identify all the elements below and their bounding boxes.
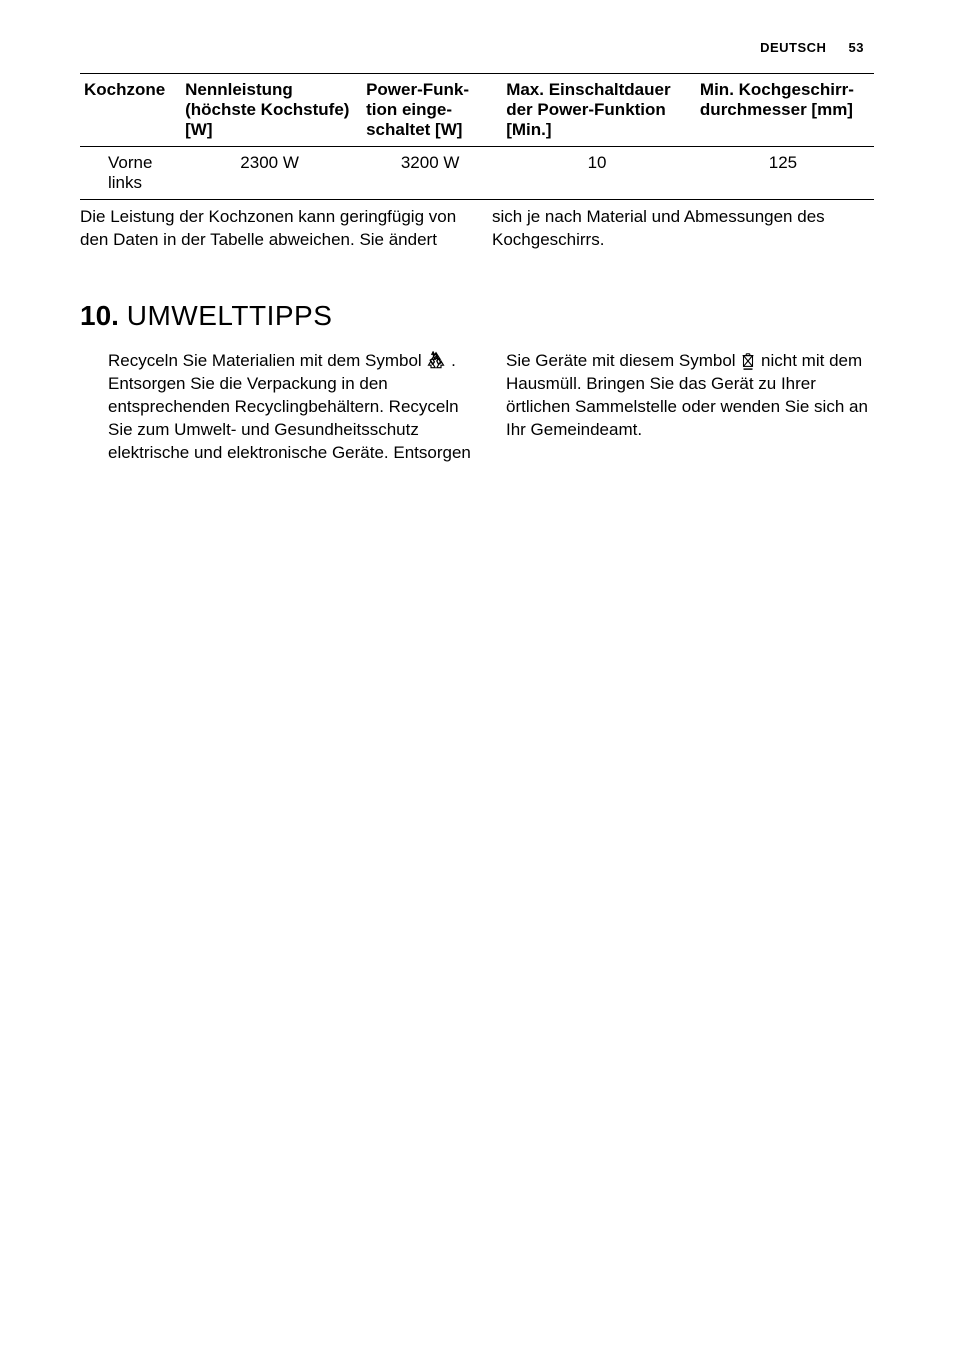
section-heading: 10. UMWELTTIPPS <box>80 300 874 332</box>
cell-kochzone: Vorne links <box>80 147 181 200</box>
section-body: Recyceln Sie Materialien mit dem Symbol … <box>80 350 874 465</box>
language-label: DEUTSCH <box>760 40 826 55</box>
table-header-row: Kochzone Nennleistung (höchste Kochstufe… <box>80 74 874 147</box>
cooking-zone-table: Kochzone Nennleistung (höchste Kochstufe… <box>80 73 874 200</box>
cell-nennleistung: 2300 W <box>181 147 362 200</box>
section-title: UMWELTTIPPS <box>127 300 333 331</box>
body-text-1: Recyceln Sie Materialien mit dem Symbol <box>108 351 426 370</box>
weee-bin-icon <box>740 352 756 370</box>
col-header-min-durchmesser: Min. Koch­geschirr­durchmesser [mm] <box>696 74 874 147</box>
cell-max-dauer: 10 <box>502 147 696 200</box>
section-number: 10. <box>80 300 119 331</box>
table-row: Vorne links 2300 W 3200 W 10 125 <box>80 147 874 200</box>
cell-min-durchmesser: 125 <box>696 147 874 200</box>
col-header-kochzone: Kochzone <box>80 74 181 147</box>
page-header-meta: DEUTSCH 53 <box>80 40 874 55</box>
cell-power: 3200 W <box>362 147 502 200</box>
page-container: DEUTSCH 53 Kochzone Nennleistung (höchst… <box>0 0 954 465</box>
recycle-icon <box>426 351 446 371</box>
table-note: Die Leistung der Kochzonen kann gering­f… <box>80 206 874 252</box>
col-header-power: Power-Funk­tion einge­schaltet [W] <box>362 74 502 147</box>
col-header-nennleistung: Nennleistung (höchste Kochstufe) [W] <box>181 74 362 147</box>
col-header-max-dauer: Max. Ein­schaltdauer der Power-Funktion … <box>502 74 696 147</box>
page-number: 53 <box>849 40 864 55</box>
